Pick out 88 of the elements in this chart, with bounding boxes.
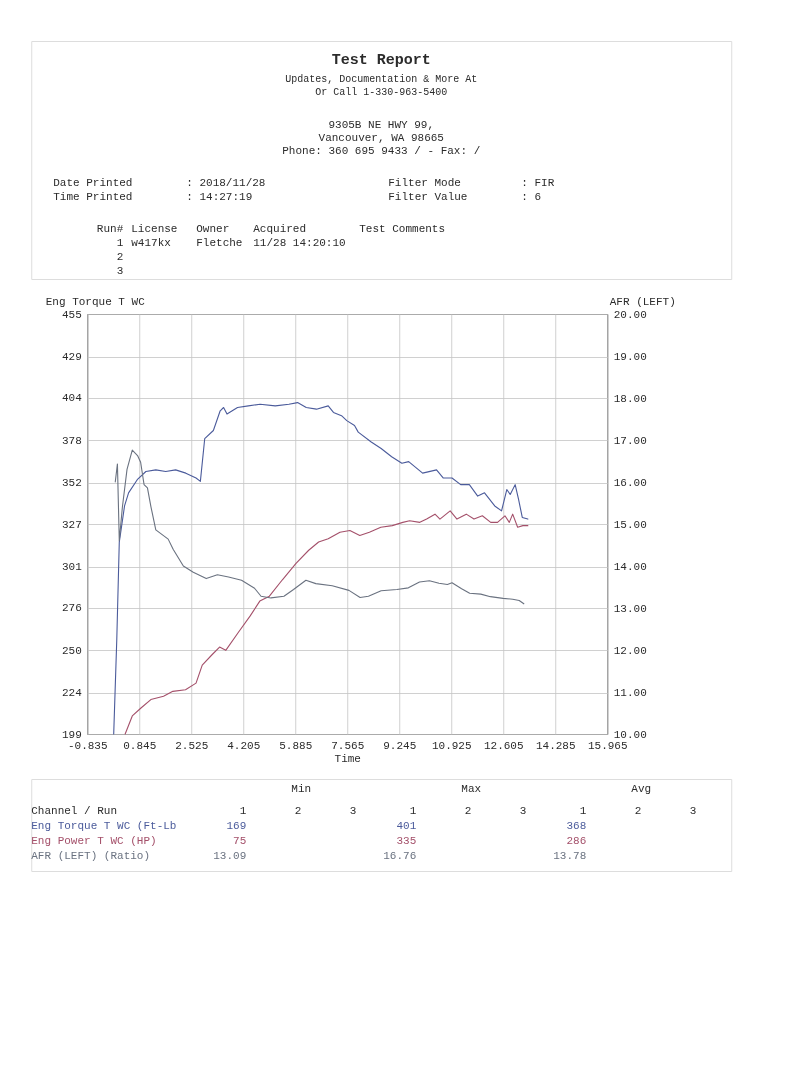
text: Vancouver, WA 98665: [318, 132, 444, 144]
y-tick-label: 199: [61, 728, 82, 741]
line-series: [114, 449, 525, 605]
y-tick-label: 301: [61, 561, 83, 574]
y-tick-label: 429: [61, 351, 82, 364]
text: 1: [409, 805, 417, 817]
x-tick-label: 7.565: [331, 739, 365, 752]
y2-tick-label: 12.00: [613, 644, 647, 657]
text: Run#: [96, 223, 124, 235]
text: 13.09: [213, 850, 247, 862]
x-tick-label: 14.285: [535, 739, 576, 752]
text: Filter Value: [388, 191, 468, 203]
y-tick-label: 224: [61, 687, 83, 700]
text: Eng Torque T WC (Ft-Lb: [31, 820, 177, 832]
line-series: [124, 510, 529, 735]
text: : FIR: [521, 177, 555, 189]
x-tick-label: 10.925: [431, 739, 472, 752]
text: : 2018/11/28: [186, 177, 266, 189]
text: Min: [291, 783, 312, 795]
text: 13.78: [553, 850, 587, 862]
x-tick-label: 9.245: [383, 739, 417, 752]
y2-tick-label: 14.00: [613, 560, 647, 573]
text: Test Comments: [359, 223, 446, 235]
text: 1: [116, 237, 124, 249]
y-tick-label: 404: [61, 392, 83, 405]
y2-tick-label: 13.00: [613, 602, 647, 615]
chart-subtitle: Updates, Documentation & More At Or Call 1-330-963-5400: [285, 74, 478, 98]
x-tick-label: 0.845: [123, 739, 157, 752]
x-tick-label: 4.205: [227, 739, 261, 752]
text: 368: [566, 820, 587, 832]
text: Filter Mode: [388, 177, 461, 189]
text: Acquired: [253, 223, 307, 235]
text: Max: [461, 783, 482, 795]
text: : 14:27:19: [186, 191, 253, 203]
text: License: [131, 223, 178, 235]
text: 2: [116, 251, 124, 263]
x-tick-label: 15.965: [587, 739, 628, 752]
y-tick-label: 455: [61, 308, 82, 321]
text: 9305B NE HWY 99,: [328, 119, 435, 131]
text: 1: [579, 805, 587, 817]
line-series: [113, 402, 529, 735]
text: w417kx: [131, 237, 172, 249]
text: 75: [233, 835, 247, 847]
y-tick-label: 327: [61, 518, 82, 531]
y-tick-label: 250: [61, 644, 82, 657]
text: 2: [464, 805, 472, 817]
text: 3: [689, 805, 697, 817]
text: Date Printed: [53, 177, 133, 189]
text: Channel / Run: [31, 805, 118, 817]
chart-title: Test Report: [331, 52, 431, 69]
y2-tick-label: 11.00: [613, 686, 647, 699]
text: Avg: [631, 783, 652, 795]
y2-tick-label: 18.00: [613, 392, 647, 405]
text: : 6: [521, 191, 542, 203]
text: 2: [294, 805, 302, 817]
text: 3: [116, 265, 124, 277]
y-axis-title: Eng Torque T WC: [45, 295, 146, 308]
text: 11/28 14:20:10: [253, 237, 346, 249]
text: 2: [634, 805, 642, 817]
text: 16.76: [383, 850, 417, 862]
x-tick-label: 2.525: [175, 739, 209, 752]
y2-tick-label: 16.00: [613, 476, 647, 489]
y2-tick-label: 19.00: [613, 350, 647, 363]
text: 3: [349, 805, 357, 817]
text: Eng Power T WC (HP): [31, 835, 157, 847]
text: 335: [396, 835, 417, 847]
y2-tick-label: 20.00: [613, 308, 647, 321]
y-tick-label: 276: [61, 602, 82, 615]
y2-tick-label: 10.00: [613, 728, 647, 741]
x-axis-title: Time: [334, 752, 361, 765]
y2-tick-label: 17.00: [613, 434, 647, 447]
text: 401: [396, 820, 417, 832]
text: Fletche: [196, 237, 243, 249]
text: Phone: 360 695 9433 / - Fax: /: [282, 145, 481, 157]
text: 169: [226, 820, 247, 832]
y-tick-label: 378: [61, 434, 82, 447]
text: 3: [519, 805, 527, 817]
x-tick-label: 5.885: [279, 739, 313, 752]
text: AFR (LEFT) (Ratio): [31, 850, 151, 862]
y2-tick-label: 15.00: [613, 518, 647, 531]
x-tick-label: -0.835: [67, 739, 108, 752]
text: 286: [566, 835, 587, 847]
x-tick-label: 12.605: [483, 739, 524, 752]
text: 1: [239, 805, 247, 817]
text: Time Printed: [53, 191, 133, 203]
y-tick-label: 352: [61, 477, 82, 490]
y2-axis-title: AFR (LEFT): [609, 295, 676, 308]
text: Owner: [196, 223, 230, 235]
